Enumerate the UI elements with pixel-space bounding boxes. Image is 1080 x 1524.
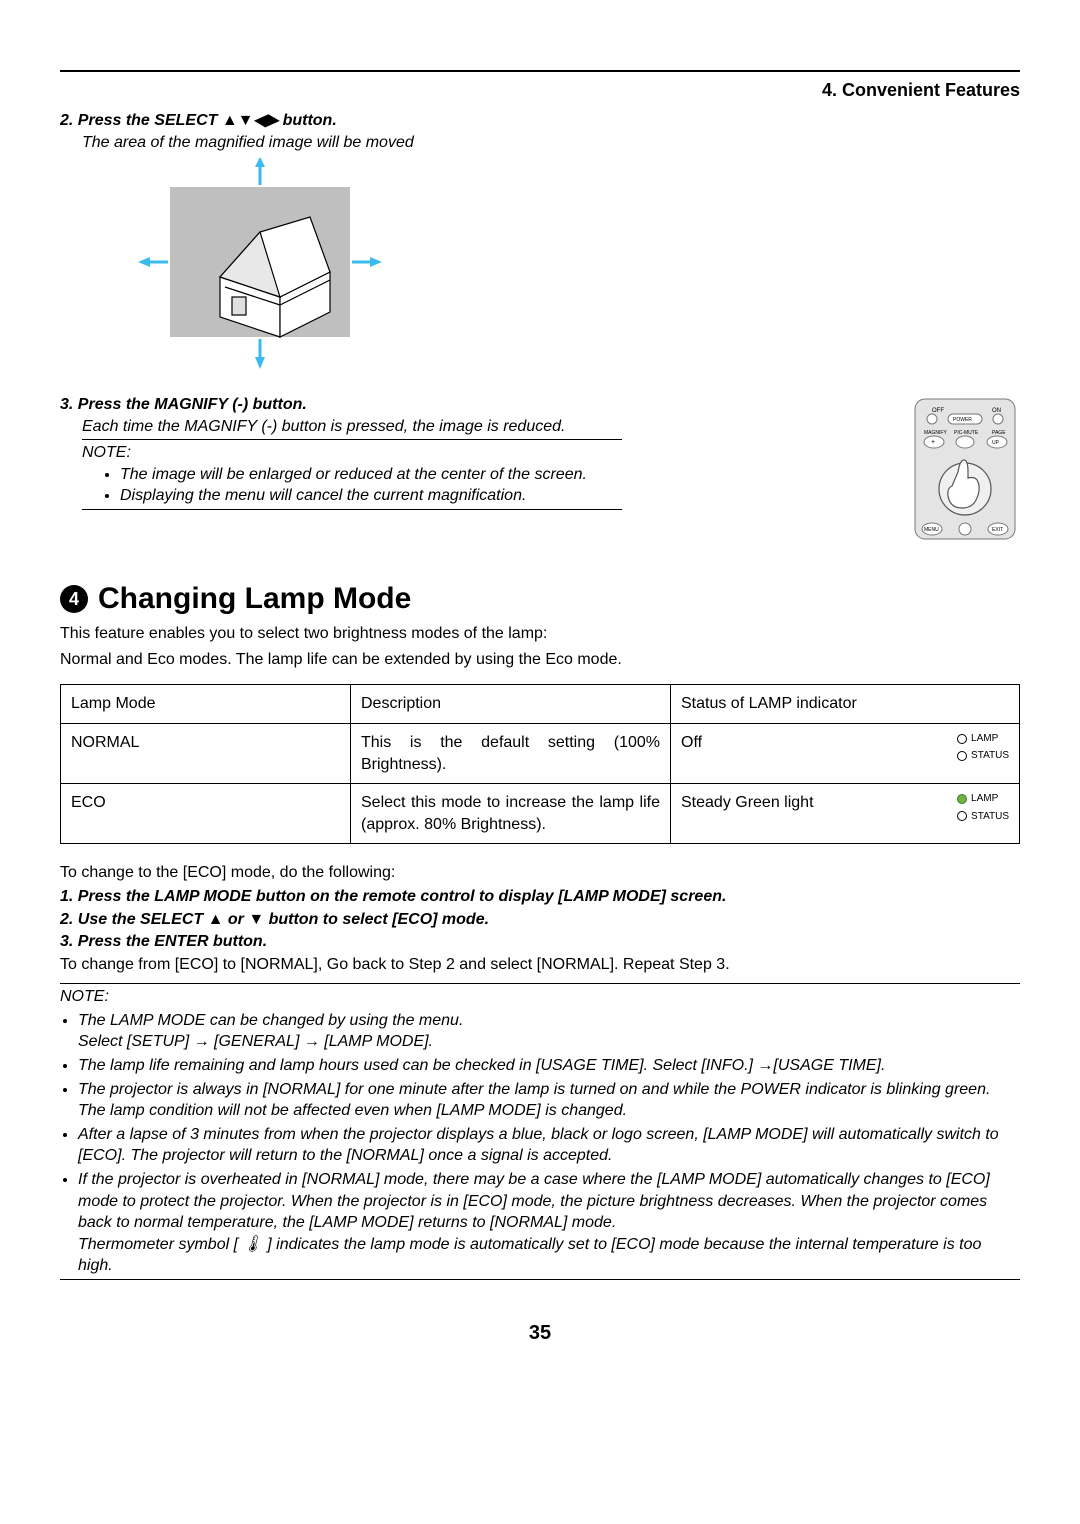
note1-item: The image will be enlarged or reduced at… [120, 464, 902, 486]
svg-text:+: + [931, 439, 935, 446]
cell-desc: Select this mode to increase the lamp li… [351, 784, 671, 844]
table-header-row: Lamp Mode Description Status of LAMP ind… [61, 685, 1020, 724]
s2-step3: 3. Press the ENTER button. [60, 931, 1020, 953]
lamp-mode-table: Lamp Mode Description Status of LAMP ind… [60, 684, 1020, 844]
intro2: Normal and Eco modes. The lamp life can … [60, 649, 1020, 671]
svg-text:OFF: OFF [932, 408, 944, 414]
cell-status: LAMP STATUS Off [671, 723, 1020, 783]
svg-text:PIC-MUTE: PIC-MUTE [954, 430, 979, 436]
svg-text:MAGNIFY: MAGNIFY [924, 430, 947, 436]
change-intro: To change to the [ECO] mode, do the foll… [60, 862, 1020, 884]
section-title-text: Changing Lamp Mode [98, 579, 411, 620]
page-number: 35 [60, 1320, 1020, 1347]
intro1: This feature enables you to select two b… [60, 623, 1020, 645]
cell-desc: This is the default setting (100% Bright… [351, 723, 671, 783]
magnify-illustration [130, 157, 1020, 384]
svg-text:PAGE: PAGE [992, 430, 1006, 436]
note2-item: The LAMP MODE can be changed by using th… [78, 1010, 1020, 1053]
step2-sub: The area of the magnified image will be … [82, 132, 1020, 154]
note-list-1: The image will be enlarged or reduced at… [120, 464, 902, 507]
note1-item: Displaying the menu will cancel the curr… [120, 485, 902, 507]
section-number-icon: 4 [60, 585, 88, 613]
note-label-2: NOTE: [60, 986, 1020, 1008]
step3-sub: Each time the MAGNIFY (-) button is pres… [82, 416, 902, 438]
note-label-1: NOTE: [82, 442, 902, 464]
th-desc: Description [351, 685, 671, 724]
svg-text:ON: ON [992, 408, 1001, 414]
svg-text:MENU: MENU [924, 527, 939, 533]
chapter-header: 4. Convenient Features [60, 78, 1020, 102]
step3-title: 3. Press the MAGNIFY (-) button. [60, 394, 902, 416]
indicator-icon: LAMP STATUS [957, 792, 1009, 827]
status-text: Off [681, 734, 702, 751]
top-rule [60, 70, 1020, 72]
s2-step2: 2. Use the SELECT ▲ or ▼ button to selec… [60, 909, 1020, 931]
note2-item: If the projector is overheated in [NORMA… [78, 1169, 1020, 1277]
table-row: ECO Select this mode to increase the lam… [61, 784, 1020, 844]
svg-text:POWER: POWER [953, 417, 972, 423]
svg-text:EXIT: EXIT [992, 527, 1003, 533]
status-text: Steady Green light [681, 794, 814, 811]
note2-item: After a lapse of 3 minutes from when the… [78, 1124, 1020, 1167]
note-list-2: The LAMP MODE can be changed by using th… [78, 1010, 1020, 1277]
section-title: 4 Changing Lamp Mode [60, 579, 1020, 620]
note2-item: The lamp life remaining and lamp hours u… [78, 1055, 1020, 1077]
s2-step3-sub: To change from [ECO] to [NORMAL], Go bac… [60, 954, 1020, 976]
remote-illustration: OFF ON POWER MAGNIFY PIC-MUTE PAGE + UP MEN… [910, 394, 1020, 551]
th-status: Status of LAMP indicator [671, 685, 1020, 724]
cell-status: LAMP STATUS Steady Green light [671, 784, 1020, 844]
cell-mode: NORMAL [61, 723, 351, 783]
s2-step1: 1. Press the LAMP MODE button on the rem… [60, 886, 1020, 908]
indicator-icon: LAMP STATUS [957, 732, 1009, 767]
step2-title: 2. Press the SELECT ▲▼◀▶ button. [60, 110, 1020, 132]
note2-item: The projector is always in [NORMAL] for … [78, 1079, 1020, 1122]
table-row: NORMAL This is the default setting (100%… [61, 723, 1020, 783]
svg-text:UP: UP [992, 440, 1000, 446]
cell-mode: ECO [61, 784, 351, 844]
th-mode: Lamp Mode [61, 685, 351, 724]
